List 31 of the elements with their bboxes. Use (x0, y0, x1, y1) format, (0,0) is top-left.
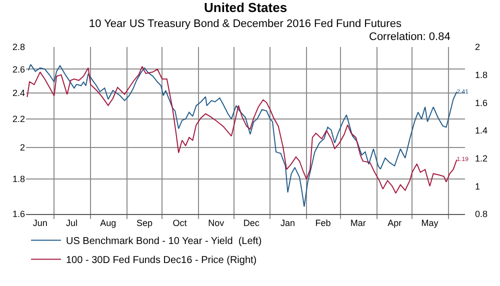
y-tick-label: 2.2 (12, 114, 25, 124)
chart-title: United States (204, 0, 288, 15)
legend-label: 100 - 30D Fed Funds Dec16 - Price (Right) (66, 255, 257, 266)
x-tick-label: Apr (388, 218, 402, 228)
x-tick-label: Feb (315, 218, 331, 228)
y2-tick-label: 1.4 (475, 126, 488, 136)
y-tick-label: 1.8 (12, 174, 25, 184)
y-tick-label: 2.6 (12, 64, 25, 74)
x-tick-label: Aug (100, 218, 116, 228)
legend-label: US Benchmark Bond - 10 Year - Yield (Left) (66, 236, 262, 248)
x-tick-label: Jun (32, 218, 48, 228)
x-tick-label: May (421, 218, 439, 228)
y-tick-label: 2 (20, 142, 25, 153)
x-tick-label: Nov (208, 218, 225, 228)
y2-tick-label: 0.8 (475, 209, 488, 220)
x-tick-label: Mar (350, 218, 366, 228)
y-tick-label: 2.4 (12, 88, 25, 98)
y-tick-label: 1.6 (12, 209, 25, 220)
x-tick-label: Sep (136, 218, 153, 228)
y2-tick-label: 2 (475, 42, 480, 52)
x-tick-label: Dec (243, 218, 260, 228)
y2-tick-label: 1.8 (475, 70, 488, 80)
y2-tick-label: 1 (475, 181, 480, 192)
x-tick-label: Jul (66, 218, 78, 228)
chart-subtitle: 10 Year US Treasury Bond & December 2016 Fed Fund Futures (89, 18, 402, 30)
text: Correlation: 0.84 (369, 31, 450, 43)
y2-tick-label: 1.2 (475, 153, 488, 164)
x-tick-label: Jan (280, 218, 296, 228)
x-tick-label: Oct (172, 218, 188, 228)
y2-tick-label: 1.6 (475, 98, 488, 108)
y-tick-label: 2.8 (12, 42, 25, 52)
